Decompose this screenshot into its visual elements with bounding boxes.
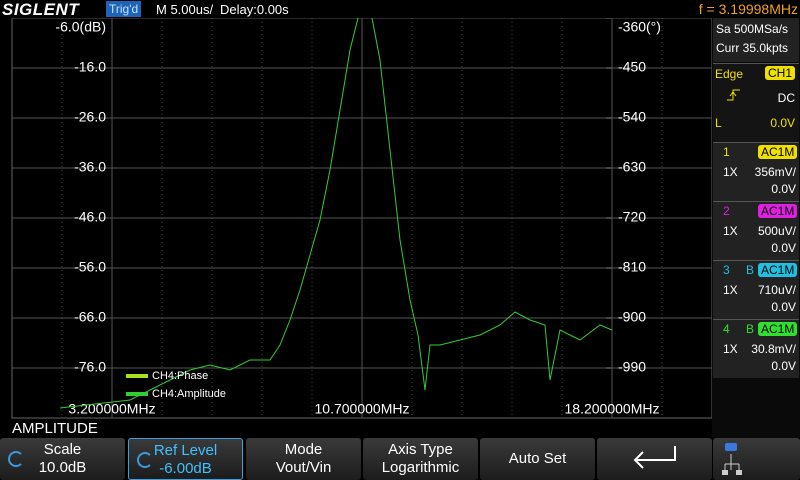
channel-coupling: AC1M — [758, 322, 798, 336]
brand: SIGLENT — [2, 0, 80, 19]
y-tick-label: -26.0 — [74, 109, 106, 125]
y2-tick-label: -810 — [618, 259, 646, 275]
trigger-status: Trig'd — [106, 1, 142, 17]
back-arrow — [633, 446, 676, 469]
trigger-type: Edge — [715, 67, 744, 81]
offset: 0.0V — [771, 300, 796, 314]
channel-number: 2 — [723, 204, 730, 218]
y-tick-label: -56.0 — [74, 259, 106, 275]
probe: 1X — [723, 224, 738, 238]
y2-tick-label: -630 — [618, 159, 646, 175]
y2-tick-label: -450 — [618, 59, 646, 75]
timebase: M 5.00us/ — [156, 2, 214, 17]
volt-scale: 710uV/ — [757, 283, 796, 297]
channel-coupling: AC1M — [758, 145, 798, 159]
trigger-level: 0.0V — [770, 116, 795, 130]
traces — [59, 18, 613, 409]
softkey[interactable]: Axis Type Logarithmic — [363, 438, 478, 480]
menu-title: AMPLITUDE — [12, 420, 98, 437]
legend-label: CH4:Phase — [152, 370, 208, 382]
softkey-value: -6.00dB — [159, 460, 212, 477]
usb-icon — [722, 443, 742, 475]
softkey[interactable]: Mode Vout/Vin — [246, 438, 361, 480]
softkey[interactable]: Ref Level -6.00dB — [128, 438, 243, 480]
y-tick-label: -6.0(dB) — [55, 19, 106, 35]
y2-tick-label: -900 — [618, 309, 646, 325]
volt-scale: 500uV/ — [757, 224, 796, 238]
channel-coupling: AC1M — [758, 263, 798, 277]
softkey-label: Auto Set — [508, 450, 567, 467]
memory-depth: Curr 35.0kpts — [716, 41, 789, 55]
frequency: f = 3.19998MHz — [698, 1, 798, 17]
x-tick-label: 18.200000MHz — [565, 401, 660, 417]
level-label: L — [715, 116, 722, 130]
channel-box[interactable]: 2 AC1M 1X 500uV/0.0V — [713, 201, 799, 260]
softkey-menu: Scale 10.0dB Ref Level -6.00dB Mode Vout/Vin A… — [0, 438, 800, 480]
knob-icon — [8, 451, 24, 467]
knob-icon — [137, 452, 153, 468]
channel-coupling: AC1M — [758, 204, 798, 218]
softkey-label: Mode — [284, 441, 323, 458]
channel-box[interactable]: 4 B AC1M 1X 30.8mV/0.0V — [713, 319, 799, 378]
probe: 1X — [723, 165, 738, 179]
y-tick-label: -66.0 — [74, 309, 106, 325]
trace — [59, 18, 613, 409]
probe: 1X — [723, 283, 738, 297]
bode-plot: -6.0(dB) -16.0 -26.0 -36.0 -46.0 -56.0 -66.0 -7… — [11, 18, 712, 419]
y-tick-label: -36.0 — [74, 159, 106, 175]
offset: 0.0V — [771, 241, 796, 255]
softkey-label: Axis Type — [388, 441, 453, 458]
legend-swatch — [126, 374, 148, 378]
softkey-value: Logarithmic — [381, 459, 460, 476]
sample-rate: Sa 500MSa/s — [716, 22, 789, 36]
y2-tick-label: -990 — [618, 359, 646, 375]
channel-number: 1 — [723, 145, 730, 159]
network-icon — [713, 438, 800, 480]
channel-number: 4 — [723, 322, 730, 336]
softkey-value: Vout/Vin — [275, 459, 332, 476]
y-tick-label: -76.0 — [74, 359, 106, 375]
legend-swatch — [126, 392, 148, 396]
side-panel: Sa 500MSa/s Curr 35.0kpts Edge CH1 DC L … — [712, 18, 800, 438]
x-tick-label: 3.200000MHz — [68, 401, 155, 417]
legend-label: CH4:Amplitude — [152, 388, 226, 400]
y2-tick-label: -540 — [618, 109, 646, 125]
trigger-coupling: DC — [777, 91, 795, 105]
bw-limit: B — [746, 263, 755, 277]
trigger-info: Edge CH1 DC L 0.0V — [713, 63, 799, 142]
back-button[interactable] — [597, 438, 712, 480]
softkey[interactable]: Auto Set — [480, 438, 595, 480]
trigger-source: CH1 — [765, 66, 796, 80]
bw-limit: B — [746, 322, 755, 336]
delay: Delay:0.00s — [220, 2, 289, 17]
x-tick-label: 10.700000MHz — [315, 401, 410, 417]
volt-scale: 356mV/ — [754, 165, 796, 179]
probe: 1X — [723, 342, 738, 356]
softkey-label: Scale — [43, 441, 82, 458]
offset: 0.0V — [771, 182, 796, 196]
y-tick-label: -16.0 — [74, 59, 106, 75]
status-bar: SIGLENT Trig'd M 5.00us/ Delay:0.00s f =… — [0, 0, 800, 19]
volt-scale: 30.8mV/ — [751, 342, 796, 356]
softkey[interactable]: Scale 10.0dB — [0, 438, 125, 480]
channel-box[interactable]: 3 B AC1M 1X 710uV/0.0V — [713, 260, 799, 319]
y2-tick-label: -720 — [618, 209, 646, 225]
channel-box[interactable]: 1 AC1M 1X 356mV/0.0V — [713, 142, 799, 201]
softkey-value: 10.0dB — [38, 459, 87, 476]
offset: 0.0V — [771, 359, 796, 373]
y2-tick-label: -360(°) — [618, 19, 661, 35]
edge-icon — [727, 89, 740, 101]
y-tick-label: -46.0 — [74, 209, 106, 225]
softkey-label: Ref Level — [153, 442, 218, 459]
acquisition-info: Sa 500MSa/s Curr 35.0kpts — [713, 18, 799, 62]
channel-number: 3 — [723, 263, 730, 277]
